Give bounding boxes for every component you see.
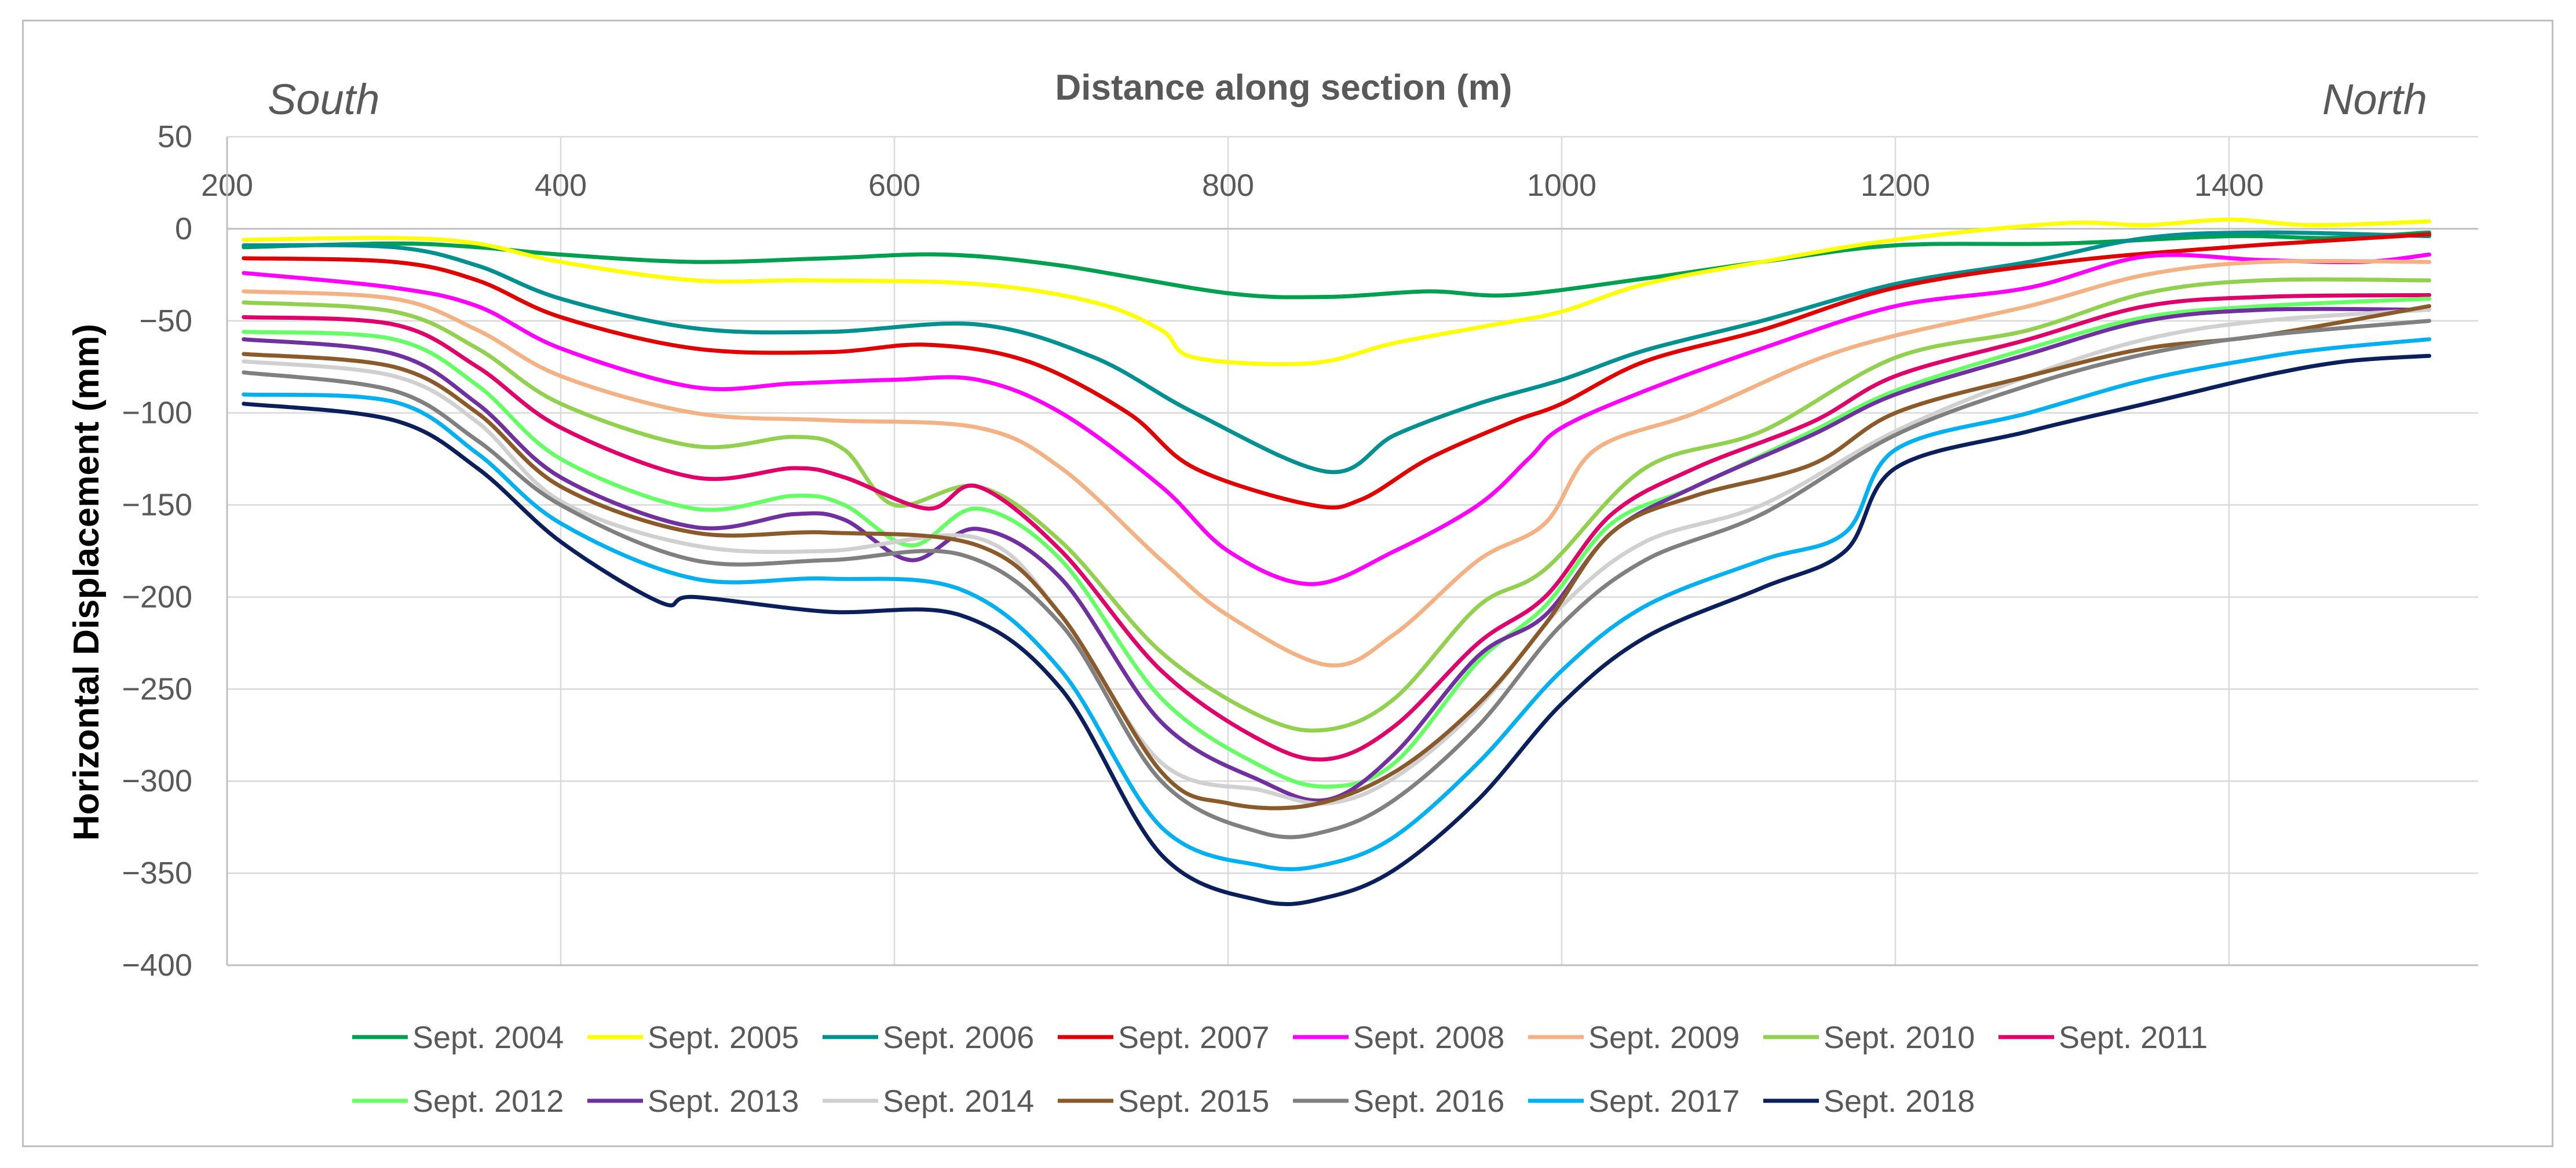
x-tick-label: 1200 — [1861, 168, 1930, 203]
legend-label-sept-2007: Sept. 2007 — [1118, 1020, 1269, 1055]
x-tick-label: 800 — [1202, 168, 1254, 203]
y-tick-label: −150 — [122, 488, 192, 523]
legend-label-sept-2006: Sept. 2006 — [883, 1020, 1034, 1055]
x-axis-title: Distance along section (m) — [1055, 68, 1512, 108]
y-tick-label: −50 — [139, 304, 192, 338]
chart-frame — [22, 20, 2553, 1147]
series-line-sept-2009 — [242, 258, 2432, 668]
south-label: South — [268, 75, 379, 123]
legend-label-sept-2012: Sept. 2012 — [412, 1084, 564, 1119]
series-line-sept-2008 — [242, 252, 2432, 586]
y-axis-title: Horizontal Displacement (mm) — [67, 324, 107, 841]
x-tick-label: 600 — [868, 168, 920, 203]
legend-label-sept-2018: Sept. 2018 — [1824, 1084, 1975, 1119]
series-line-sept-2015 — [242, 304, 2432, 811]
y-tick-label: 50 — [158, 119, 192, 154]
legend-label-sept-2013: Sept. 2013 — [648, 1084, 799, 1119]
legend-label-sept-2014: Sept. 2014 — [883, 1084, 1034, 1119]
x-tick-label: 1000 — [1527, 168, 1596, 203]
north-label: North — [2322, 75, 2427, 123]
series-line-sept-2006 — [242, 230, 2432, 475]
series-line-sept-2013 — [242, 306, 2432, 803]
y-tick-label: −400 — [122, 948, 192, 983]
series-line-sept-2016 — [242, 319, 2432, 840]
legend-label-sept-2017: Sept. 2017 — [1588, 1084, 1740, 1119]
legend-label-sept-2009: Sept. 2009 — [1588, 1020, 1740, 1055]
x-tick-label: 1400 — [2194, 168, 2264, 203]
x-tick-label: 400 — [535, 168, 587, 203]
series-line-sept-2011 — [242, 293, 2432, 762]
legend-label-sept-2008: Sept. 2008 — [1353, 1020, 1504, 1055]
y-tick-label: −300 — [122, 764, 192, 798]
legend-label-sept-2010: Sept. 2010 — [1824, 1020, 1975, 1055]
series-line-sept-2005 — [242, 217, 2432, 367]
series-line-sept-2010 — [242, 277, 2432, 733]
legend: Sept. 2004 Sept. 2005 Sept. 2006 Sept. 2007… — [352, 1020, 2208, 1119]
legend-label-sept-2016: Sept. 2016 — [1353, 1084, 1504, 1119]
legend-label-sept-2004: Sept. 2004 — [412, 1020, 564, 1055]
series-line-sept-2017 — [242, 337, 2432, 871]
series-line-sept-2018 — [242, 353, 2432, 907]
y-tick-label: −200 — [122, 579, 192, 614]
legend-label-sept-2005: Sept. 2005 — [648, 1020, 799, 1055]
legend-label-sept-2015: Sept. 2015 — [1118, 1084, 1269, 1119]
series-lines — [242, 217, 2432, 907]
y-tick-label: 0 — [175, 211, 192, 246]
series-line-sept-2012 — [242, 297, 2432, 789]
series-line-sept-2007 — [242, 232, 2432, 510]
y-tick-label: −250 — [122, 671, 192, 706]
series-line-sept-2004 — [242, 230, 2432, 300]
y-tick-label: −100 — [122, 396, 192, 430]
y-tick-label: −350 — [122, 856, 192, 890]
legend-label-sept-2011: Sept. 2011 — [2059, 1020, 2208, 1055]
